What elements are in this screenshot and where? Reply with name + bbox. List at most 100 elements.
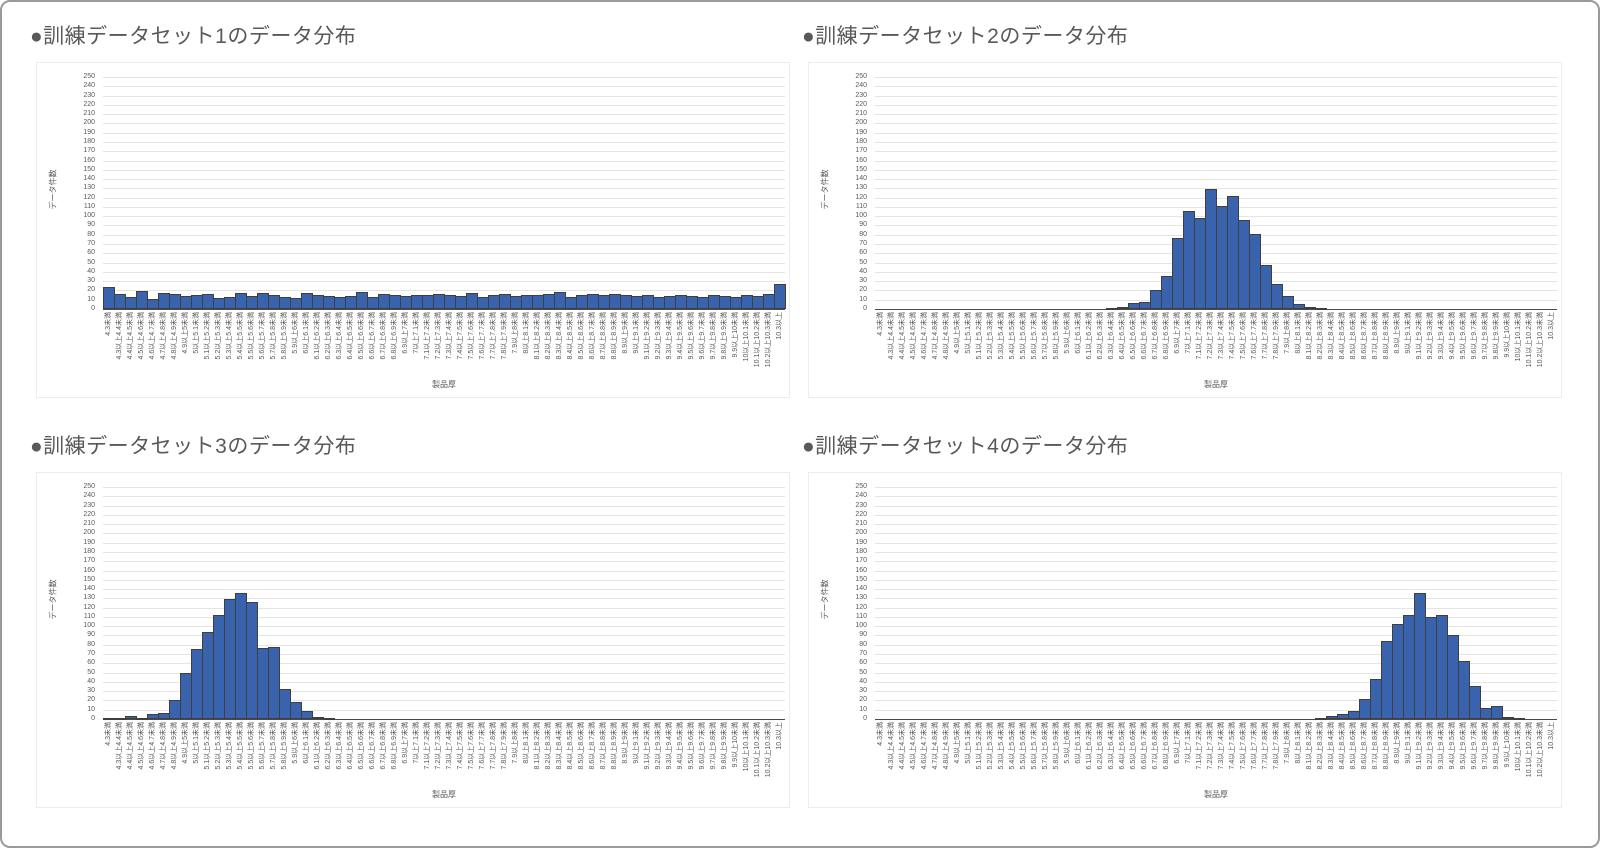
y-gridline [875, 561, 1557, 563]
x-tick-label: 10.2以上10.3未満 [765, 722, 772, 778]
y-tick-label: 150 [855, 575, 867, 583]
y-tick-label: 120 [83, 193, 95, 201]
x-tick-label: 9.9以上10未満 [732, 312, 739, 358]
x-tick-label: 6.4以上6.5未満 [1119, 722, 1126, 770]
y-tick-label: 130 [855, 594, 867, 602]
x-tick-label: 7.6以上7.7未満 [1251, 312, 1258, 360]
y-tick-label: 70 [87, 240, 95, 248]
x-tick-label: 5.6以上5.7未満 [1031, 312, 1038, 360]
x-tick-label: 6.5以上6.6未満 [358, 722, 365, 770]
y-tick-label: 190 [83, 538, 95, 546]
y-tick-label: 70 [87, 650, 95, 658]
x-tick-label: 5以上5.1未満 [193, 722, 200, 764]
x-tick-label: 4.8以上4.9未満 [943, 312, 950, 360]
x-tick-label: 7.5以上7.6未満 [1240, 722, 1247, 770]
y-tick-label: 110 [855, 202, 867, 210]
x-tick-label: 7.1以上7.2未満 [424, 722, 431, 770]
x-tick-label: 4.5以上4.6未満 [138, 312, 145, 360]
y-tick-label: 30 [859, 687, 867, 695]
y-tick-label: 220 [83, 100, 95, 108]
y-tick-label: 130 [83, 184, 95, 192]
x-tick-label: 4.8以上4.9未満 [171, 722, 178, 770]
y-gridline [103, 505, 785, 507]
y-gridline [875, 598, 1557, 600]
chart-panel-4: ●訓練データセット4のデータ分布 0 10 20 30 40 50 60 70 80 90 100 1… [796, 416, 1568, 826]
bar [136, 718, 148, 721]
x-tick-label: 4.9以上5未満 [182, 312, 189, 354]
x-tick-label: 6.5以上6.6未満 [1130, 722, 1137, 770]
y-tick-label: 50 [859, 258, 867, 266]
x-tick-label: 5.5以上5.6未満 [1020, 312, 1027, 360]
y-gridline [103, 95, 785, 97]
y-gridline [103, 262, 785, 264]
y-tick-label: 170 [83, 557, 95, 565]
x-tick-label: 5.9以上6未満 [1064, 722, 1071, 764]
x-tick-label: 8.1以上8.2未満 [534, 312, 541, 360]
y-gridline [875, 104, 1557, 106]
y-gridline [103, 132, 785, 134]
y-gridline [103, 700, 785, 702]
x-tick-label: 8以上8.1未満 [523, 722, 530, 764]
y-tick-label: 30 [859, 277, 867, 285]
y-tick-label: 130 [855, 184, 867, 192]
y-tick-label: 210 [855, 520, 867, 528]
x-tick-label: 4.9以上5未満 [954, 722, 961, 764]
x-tick-label: 9.1以上9.2未満 [1416, 312, 1423, 360]
x-tick-label: 9.3以上9.4未満 [1438, 722, 1445, 770]
x-tick-label: 9.7以上9.8未満 [1482, 312, 1489, 360]
y-gridline [103, 234, 785, 236]
x-tick-label: 6.2以上6.3未満 [325, 312, 332, 360]
x-tick-label: 8以上8.1未満 [1295, 312, 1302, 354]
x-tick-label: 9.2以上9.3未満 [1427, 722, 1434, 770]
x-tick-label: 9.3以上9.4未満 [666, 722, 673, 770]
x-tick-label: 8.9以上9未満 [622, 722, 629, 764]
y-gridline [875, 626, 1557, 628]
y-tick-label: 0 [863, 715, 867, 722]
x-tick-label: 8.8以上8.9未満 [611, 722, 618, 770]
x-tick-label: 6.2以上6.3未満 [1097, 312, 1104, 360]
y-gridline [875, 681, 1557, 683]
x-tick-label: 5.5以上5.6未満 [1020, 722, 1027, 770]
y-gridline [103, 654, 785, 656]
histogram-dataset-3: 0 10 20 30 40 50 60 70 80 90 100 110 120 130 140 150 160… [36, 472, 790, 808]
y-gridline [103, 281, 785, 283]
x-tick-label: 7.2以上7.3未満 [435, 722, 442, 770]
x-tick-label: 6.1以上6.2未満 [314, 722, 321, 770]
y-tick-label: 90 [859, 631, 867, 639]
x-tick-label: 9.6以上9.7未満 [1471, 312, 1478, 360]
x-tick-label: 8.5以上8.6未満 [1350, 312, 1357, 360]
x-tick-label: 4.3未満 [105, 722, 112, 746]
x-tick-label: 9以上9.1未満 [633, 312, 640, 354]
x-tick-label: 5.6以上5.7未満 [259, 722, 266, 770]
y-gridline [875, 616, 1557, 618]
x-tick-label: 8.1以上8.2未満 [534, 722, 541, 770]
y-gridline [875, 86, 1557, 88]
x-tick-label: 7.7以上7.8未満 [1262, 312, 1269, 360]
x-tick-label: 8.9以上9未満 [622, 312, 629, 354]
y-tick-label: 250 [855, 483, 867, 490]
y-gridline [875, 524, 1557, 526]
x-tick-label: 5.6以上5.7未満 [259, 312, 266, 360]
x-tick-label: 5.3以上5.4未満 [998, 312, 1005, 360]
y-tick-label: 230 [83, 501, 95, 509]
x-tick-label: 6.3以上6.4未満 [336, 312, 343, 360]
y-tick-label: 200 [855, 119, 867, 127]
y-gridline [103, 644, 785, 646]
x-tick-label: 4.6以上4.7未満 [921, 722, 928, 770]
y-tick-label: 180 [855, 137, 867, 145]
x-tick-label: 6.8以上6.9未満 [391, 312, 398, 360]
y-tick-label: 200 [83, 529, 95, 537]
x-tick-label: 9.8以上9.9未満 [1493, 722, 1500, 770]
y-tick-label: 50 [859, 668, 867, 676]
y-gridline [875, 132, 1557, 134]
x-tick-label: 4.3以上4.4未満 [116, 312, 123, 360]
x-tick-label: 7.4以上7.5未満 [457, 312, 464, 360]
y-gridline [875, 141, 1557, 143]
bar [323, 718, 335, 721]
x-tick-label: 9.8以上9.9未満 [1493, 312, 1500, 360]
y-tick-label: 140 [855, 175, 867, 183]
x-tick-label: 10.2以上10.3未満 [765, 312, 772, 368]
x-tick-label: 9.6以上9.7未満 [699, 312, 706, 360]
x-tick-label: 10.2以上10.3未満 [1537, 312, 1544, 368]
y-tick-label: 190 [83, 128, 95, 136]
